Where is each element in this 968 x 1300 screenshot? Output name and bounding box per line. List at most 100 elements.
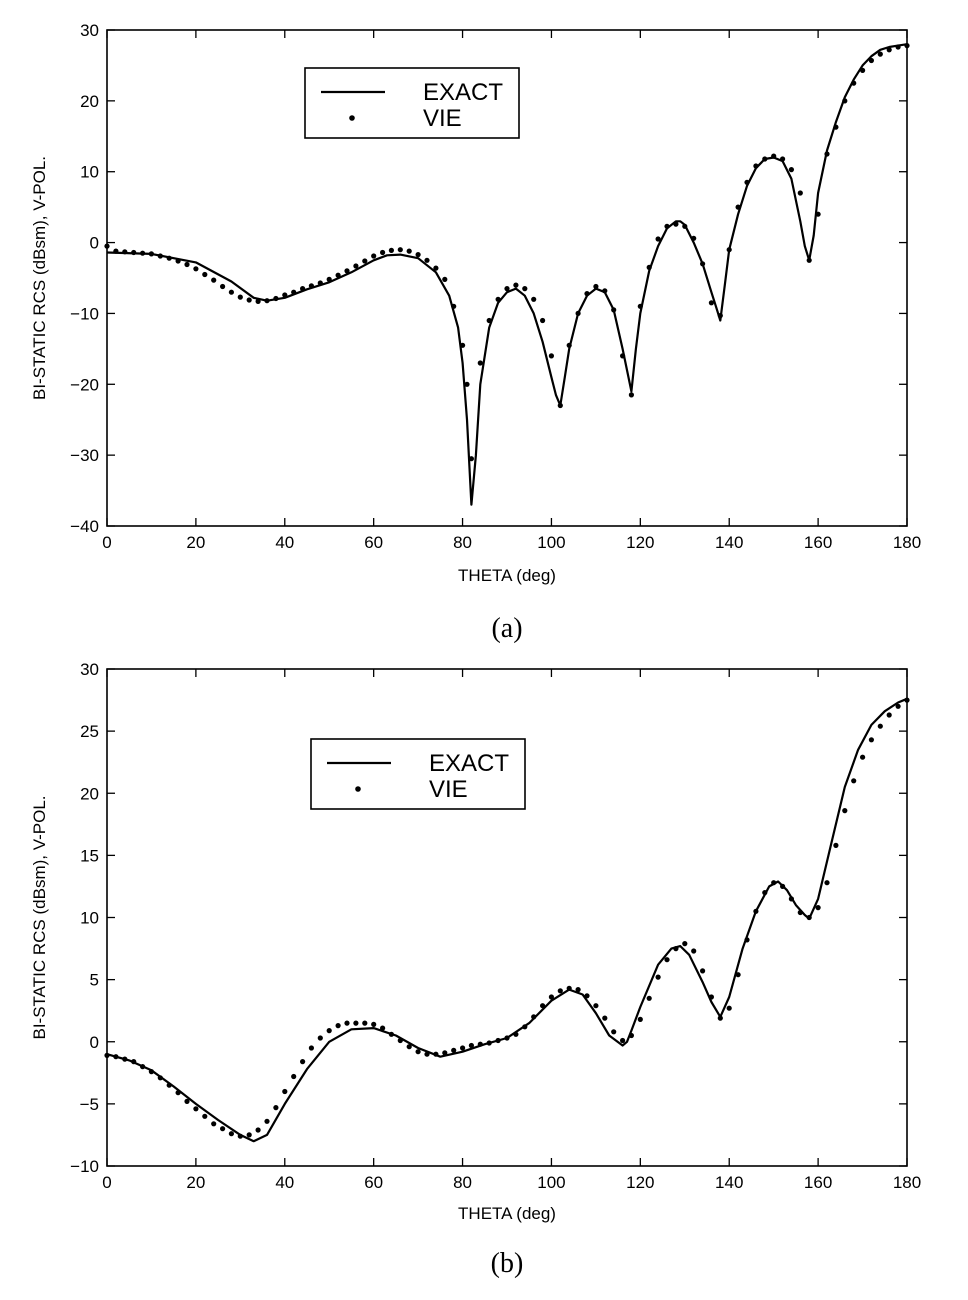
series-exact-line [106,697,908,1143]
y-tick-label: 25 [80,722,99,741]
vie-point [682,223,688,229]
vie-point [602,288,608,294]
vie-point [860,754,866,760]
vie-point [371,253,377,259]
vie-point [708,300,715,306]
vie-point [646,995,652,1001]
vie-point [700,261,706,267]
vie-point [282,292,288,298]
vie-point [193,266,199,272]
vie-point [851,80,857,86]
vie-point [451,303,457,309]
vie-point [673,221,679,227]
x-tick-label: 180 [893,533,921,552]
vie-point [264,298,270,304]
vie-point [566,985,572,991]
vie-point [824,151,830,157]
vie-point [593,283,599,290]
vie-point [815,211,821,217]
vie-point [317,1035,323,1041]
vie-point [237,294,243,300]
y-tick-label: −20 [70,375,99,394]
vie-point [326,276,332,282]
vie-point [175,258,181,264]
vie-point [415,252,421,258]
legend-box [310,738,526,810]
x-tick-label: 40 [275,1173,294,1192]
vie-point [815,905,821,911]
vie-point [362,1020,368,1026]
vie-point [308,1045,314,1051]
y-tick-label: −30 [70,446,99,465]
vie-point [166,1082,172,1088]
vie-point [193,1106,199,1112]
vie-point [353,263,359,269]
series-vie-points [104,697,910,1139]
vie-point [726,247,732,253]
vie-point [442,1050,448,1056]
vie-point [833,124,839,130]
vie-point [131,249,137,256]
x-tick-label: 60 [364,533,383,552]
vie-point [655,236,661,242]
vie-point [464,381,470,387]
vie-point [264,1118,270,1124]
vie-point [673,946,679,952]
vie-point [584,993,590,999]
vie-point [468,1042,474,1049]
vie-point [113,248,119,254]
vie-point [300,1059,306,1065]
vie-point [540,1003,546,1009]
vie-point [620,353,626,359]
vie-point [842,98,848,104]
vie-point [664,957,670,963]
vie-point [442,276,448,282]
vie-point [735,972,741,978]
vie-point [842,808,848,814]
vie-point [308,283,314,289]
vie-point [566,342,572,348]
vie-point [122,1056,128,1062]
vie-point [628,1032,635,1039]
vie-point [575,987,581,993]
chart-panel-a: 0 20 40 60 80 100 120 140 160 180 −40 −30 −20 −10 0 10 2… [30,21,921,644]
vie-point [362,258,368,264]
vie-point [513,1031,519,1037]
vie-point [424,1051,430,1057]
legend-label-exact: EXACT [423,79,503,106]
vie-point [291,289,297,295]
vie-point [211,1121,217,1127]
vie-point [611,1029,617,1035]
vie-point [477,360,483,366]
vie-point [717,313,723,319]
vie-point [380,249,386,256]
vie-point [406,248,412,254]
vie-point [797,190,803,196]
vie-point [460,342,466,348]
y-tick-label: 20 [80,92,99,111]
legend-label-vie: VIE [423,105,462,132]
vie-point [486,317,492,324]
y-tick-label: 0 [90,234,99,253]
vie-point [175,1090,181,1096]
legend-label-exact: EXACT [429,750,509,777]
vie-point [726,1005,732,1011]
vie-point [202,271,208,278]
vie-point [824,880,830,886]
x-tick-label: 60 [364,1173,383,1192]
series-exact-line [106,43,908,506]
vie-point [753,163,759,169]
vie-point [691,235,697,241]
vie-point [166,255,172,261]
vie-point [371,1021,377,1027]
vie-point [300,286,306,292]
y-axis-label: BI-STATIC RCS (dBsm), V-POL. [30,795,49,1039]
x-tick-label: 120 [626,533,654,552]
vie-point [664,223,670,229]
vie-point [522,286,528,292]
x-tick-label: 0 [102,533,111,552]
vie-point [140,250,146,256]
y-tick-label: 10 [80,909,99,928]
y-tick-label: 30 [80,21,99,40]
legend-dot-swatch [355,786,361,792]
